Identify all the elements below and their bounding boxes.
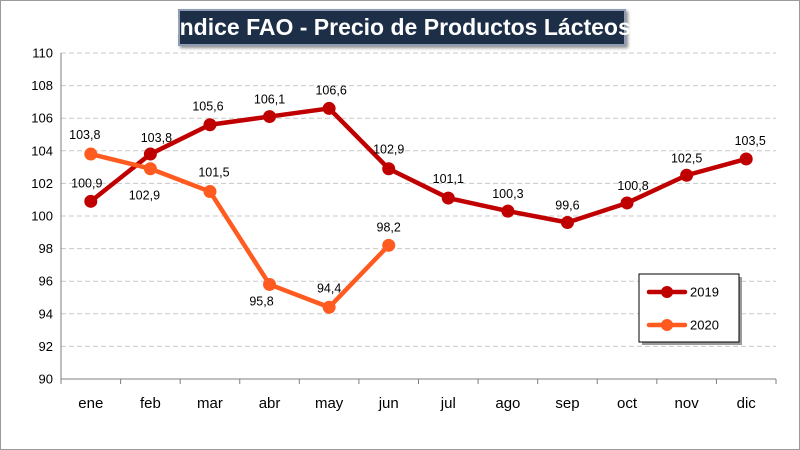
data-label-2019: 99,6 <box>555 199 579 213</box>
y-tick-label: 92 <box>39 339 53 354</box>
x-tick-label: ago <box>495 395 520 412</box>
data-label-2020: 95,8 <box>249 294 273 308</box>
series-lines <box>84 101 753 314</box>
data-label-2020: 94,4 <box>317 281 341 295</box>
data-label-2020: 98,2 <box>377 220 401 234</box>
y-tick-label: 110 <box>32 46 53 61</box>
data-labels: 100,9 103,8 105,6 106,1 106,6 102,9 101,1 100,3… <box>69 83 766 308</box>
legend: 2019 2020 <box>638 273 742 345</box>
y-tick-label: 108 <box>31 78 53 93</box>
data-label-2019: 106,1 <box>254 93 285 107</box>
x-tick-label: jul <box>440 395 456 412</box>
data-point-2019 <box>501 204 515 218</box>
data-label-2019: 100,3 <box>492 187 523 201</box>
data-label-2020: 101,5 <box>198 166 229 180</box>
data-point-2019 <box>143 147 157 161</box>
data-point-2019 <box>441 191 455 205</box>
data-point-2019 <box>322 101 336 115</box>
x-tick-label: jun <box>378 395 399 412</box>
data-point-2019 <box>382 162 396 176</box>
data-label-2019: 101,1 <box>433 172 464 186</box>
data-point-2019 <box>739 152 753 166</box>
x-tick-label: may <box>315 395 344 412</box>
y-tick-label: 104 <box>31 143 53 158</box>
axes: 90 92 94 96 98 100 102 104 106 108 110 ene feb mar abr… <box>31 46 777 412</box>
data-point-2020 <box>263 277 277 291</box>
y-tick-label: 100 <box>31 209 53 224</box>
y-tick-label: 94 <box>39 306 53 321</box>
x-tick-label: ene <box>78 395 103 412</box>
data-label-2020: 102,9 <box>129 189 160 203</box>
data-label-2019: 100,9 <box>71 176 102 190</box>
data-label-2019: 102,9 <box>373 143 404 157</box>
data-point-2020 <box>143 162 157 176</box>
legend-label-2019: 2019 <box>690 285 719 300</box>
legend-box <box>638 273 740 343</box>
data-point-2019 <box>560 216 574 230</box>
x-tick-label: dic <box>737 395 757 412</box>
data-point-2019 <box>620 196 634 210</box>
x-tick-label: feb <box>140 395 161 412</box>
data-point-2019 <box>263 110 277 124</box>
y-tick-label: 90 <box>39 372 53 387</box>
data-point-2020 <box>322 300 336 314</box>
data-label-2020: 103,8 <box>69 128 100 142</box>
data-point-2019 <box>84 194 98 208</box>
data-point-2019 <box>203 118 217 132</box>
data-point-2019 <box>680 168 694 182</box>
y-tick-label: 102 <box>31 176 53 191</box>
legend-label-2020: 2020 <box>690 318 719 333</box>
legend-marker-2020 <box>661 319 673 331</box>
y-tick-label: 96 <box>39 274 53 289</box>
x-tick-label: nov <box>675 395 700 412</box>
data-point-2020 <box>84 147 98 161</box>
x-tick-label: sep <box>555 395 579 412</box>
y-tick-label: 106 <box>31 111 53 126</box>
data-label-2019: 100,8 <box>617 179 648 193</box>
chart-title: Indice FAO - Precio de Productos Lácteos <box>173 9 631 46</box>
x-tick-label: mar <box>197 395 223 412</box>
data-label-2019: 102,5 <box>671 151 702 165</box>
data-label-2019: 106,6 <box>315 83 346 97</box>
x-tick-label: abr <box>259 395 281 412</box>
data-label-2019: 103,8 <box>141 131 172 145</box>
data-label-2019: 105,6 <box>192 100 223 114</box>
x-tick-label: oct <box>617 395 638 412</box>
legend-marker-2019 <box>661 286 673 298</box>
data-point-2020 <box>382 238 396 252</box>
y-tick-label: 98 <box>39 241 53 256</box>
data-point-2020 <box>203 185 217 199</box>
data-label-2019: 103,5 <box>735 134 766 148</box>
series-line-2020 <box>88 151 391 310</box>
series-line-2019 <box>88 106 749 225</box>
